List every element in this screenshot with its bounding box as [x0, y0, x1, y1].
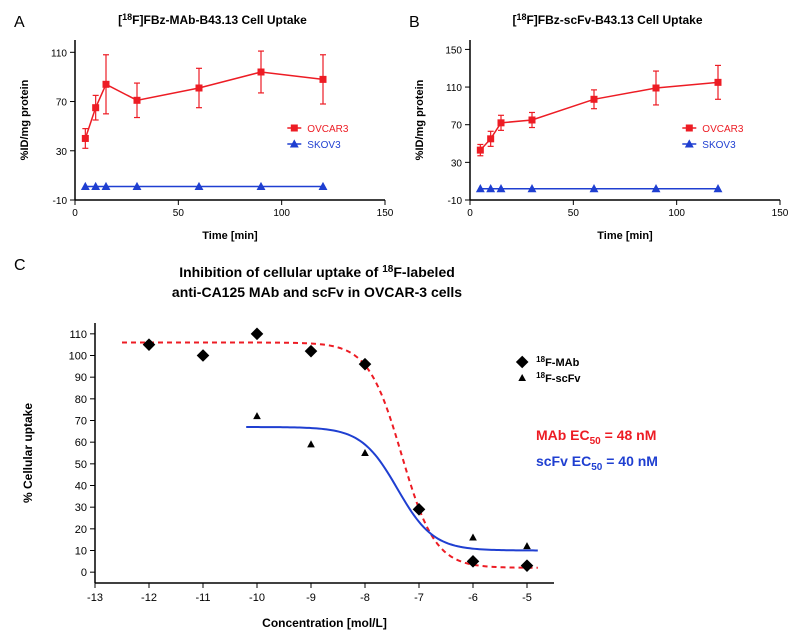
svg-text:30: 30	[75, 502, 87, 514]
svg-text:[18F]FBz-scFv-B43.13 Cell Upta: [18F]FBz-scFv-B43.13 Cell Uptake	[512, 12, 702, 27]
panel-a-label: A	[14, 14, 25, 32]
svg-text:Concentration [mol/L]: Concentration [mol/L]	[262, 616, 387, 630]
svg-text:anti-CA125 MAb and scFv in OVC: anti-CA125 MAb and scFv in OVCAR-3 cells	[172, 284, 462, 300]
svg-text:OVCAR3: OVCAR3	[702, 124, 744, 135]
svg-text:% Cellular uptake: % Cellular uptake	[21, 403, 35, 503]
svg-text:-11: -11	[195, 592, 210, 604]
svg-text:100: 100	[69, 351, 87, 363]
svg-text:50: 50	[173, 208, 185, 219]
svg-text:10: 10	[75, 546, 87, 558]
svg-text:110: 110	[69, 329, 87, 341]
svg-text:110: 110	[51, 48, 67, 59]
svg-text:-7: -7	[414, 592, 424, 604]
svg-text:0: 0	[72, 208, 78, 219]
svg-text:-10: -10	[249, 592, 265, 604]
svg-text:SKOV3: SKOV3	[307, 140, 341, 151]
panel-c-label: C	[14, 257, 26, 275]
svg-text:100: 100	[668, 208, 685, 219]
svg-text:30: 30	[451, 158, 463, 169]
panel-a: A [18F]FBz-MAb-B43.13 Cell Uptake -10 30 70…	[10, 10, 395, 245]
svg-text:Inhibition of cellular uptake: Inhibition of cellular uptake of 18F-lab…	[179, 264, 455, 280]
svg-text:[18F]FBz-MAb-B43.13 Cell Uptak: [18F]FBz-MAb-B43.13 Cell Uptake	[118, 12, 307, 27]
svg-text:-8: -8	[360, 592, 370, 604]
svg-text:50: 50	[75, 459, 87, 471]
svg-text:-9: -9	[306, 592, 316, 604]
svg-text:50: 50	[568, 208, 580, 219]
svg-text:%ID/mg protein: %ID/mg protein	[414, 79, 426, 160]
svg-text:OVCAR3: OVCAR3	[307, 124, 349, 135]
svg-text:100: 100	[273, 208, 290, 219]
panel-b: B [18F]FBz-scFv-B43.13 Cell Uptake -10 30 7…	[405, 10, 790, 245]
panel-b-label: B	[409, 14, 420, 32]
svg-text:Time [min]: Time [min]	[597, 230, 653, 242]
svg-text:110: 110	[446, 83, 462, 94]
chart-a: [18F]FBz-MAb-B43.13 Cell Uptake -10 30 70 11…	[10, 10, 395, 245]
svg-text:90: 90	[75, 372, 87, 384]
svg-text:70: 70	[56, 98, 68, 109]
svg-text:70: 70	[75, 416, 87, 428]
svg-text:%ID/mg protein: %ID/mg protein	[19, 79, 31, 160]
svg-text:18F-MAb: 18F-MAb	[536, 355, 579, 369]
svg-text:80: 80	[75, 394, 87, 406]
svg-text:-12: -12	[141, 592, 157, 604]
svg-text:18F-scFv: 18F-scFv	[536, 371, 581, 385]
svg-text:20: 20	[75, 524, 87, 536]
svg-text:150: 150	[445, 45, 462, 56]
svg-text:40: 40	[75, 481, 87, 493]
chart-b: [18F]FBz-scFv-B43.13 Cell Uptake -10 30 70 1…	[405, 10, 790, 245]
svg-text:-13: -13	[87, 592, 103, 604]
svg-text:-10: -10	[53, 196, 68, 207]
panel-c: C Inhibition of cellular uptake of 18F-l…	[10, 253, 784, 633]
svg-text:MAb EC50 = 48 nM: MAb EC50 = 48 nM	[536, 427, 656, 447]
svg-text:0: 0	[467, 208, 473, 219]
svg-text:-6: -6	[468, 592, 478, 604]
svg-text:30: 30	[56, 147, 68, 158]
svg-text:60: 60	[75, 437, 87, 449]
svg-text:150: 150	[377, 208, 394, 219]
svg-text:-5: -5	[522, 592, 532, 604]
svg-text:-10: -10	[448, 196, 463, 207]
chart-c: Inhibition of cellular uptake of 18F-lab…	[10, 253, 784, 633]
svg-text:SKOV3: SKOV3	[702, 140, 736, 151]
svg-text:scFv EC50 = 40 nM: scFv EC50 = 40 nM	[536, 453, 658, 473]
svg-text:0: 0	[81, 567, 87, 579]
svg-text:70: 70	[451, 121, 463, 132]
svg-text:Time [min]: Time [min]	[202, 230, 258, 242]
svg-text:150: 150	[772, 208, 789, 219]
top-row: A [18F]FBz-MAb-B43.13 Cell Uptake -10 30 70…	[10, 10, 784, 245]
